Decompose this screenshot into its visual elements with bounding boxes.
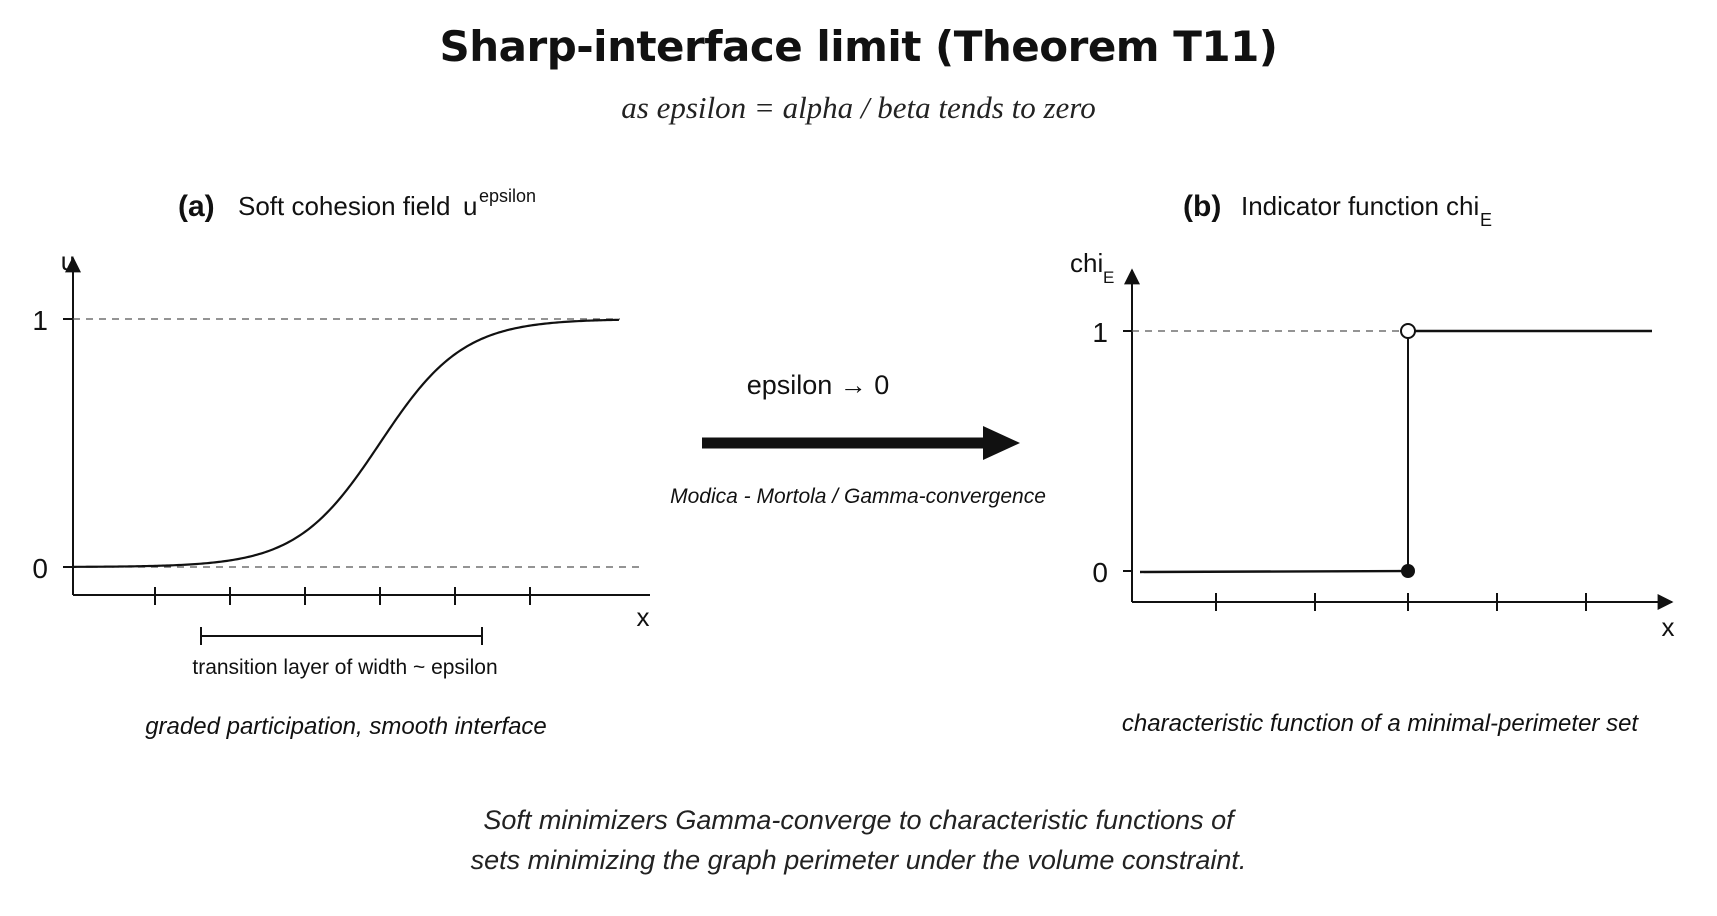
panel-a-tick-one-label: 1: [32, 305, 48, 336]
panel-b-tick-one-label: 1: [1092, 317, 1108, 348]
limit-arrow-label: epsilon → 0: [747, 370, 890, 400]
limit-arrow-head: [983, 426, 1020, 460]
panel-b-symbol-subscript: E: [1480, 210, 1492, 230]
page-title: Sharp-interface limit (Theorem T11): [439, 22, 1278, 71]
panel-a-tick-zero-label: 0: [32, 553, 48, 584]
panel-a-title: Soft cohesion field: [238, 191, 450, 221]
panel-a-letter: (a): [178, 190, 215, 223]
panel-b-y-axis-subscript: E: [1103, 268, 1114, 287]
panel-b-open-dot: [1400, 323, 1416, 339]
page-subtitle: as epsilon = alpha / beta tends to zero: [621, 90, 1096, 125]
panel-b: (b) Indicator function chi E chi E x 1 0…: [1070, 190, 1675, 737]
panel-a: (a) Soft cohesion field u epsilon u x 1 …: [32, 186, 650, 740]
panel-b-tick-zero-label: 0: [1092, 557, 1108, 588]
panel-a-x-axis-label: x: [637, 602, 650, 632]
panel-b-closed-dot: [1401, 564, 1415, 578]
panel-b-step-lower: [1139, 569, 1409, 574]
footer-line-2: sets minimizing the graph perimeter unde…: [470, 845, 1247, 875]
panel-a-sigmoid-curve: [73, 318, 620, 568]
limit-arrow-group: epsilon → 0 Modica - Mortola / Gamma-con…: [670, 370, 1046, 508]
panel-a-symbol: u: [463, 191, 477, 221]
footer-note: Soft minimizers Gamma-converge to charac…: [0, 800, 1717, 880]
panel-b-title: Indicator function: [1241, 191, 1439, 221]
footer-line-1: Soft minimizers Gamma-converge to charac…: [483, 805, 1234, 835]
limit-arrow-caption: Modica - Mortola / Gamma-convergence: [670, 485, 1046, 508]
panel-a-symbol-superscript: epsilon: [479, 186, 536, 206]
panel-b-letter: (b): [1183, 190, 1221, 223]
panel-a-caption: graded participation, smooth interface: [145, 713, 547, 740]
panel-b-y-axis-label: chi: [1070, 248, 1103, 278]
panel-a-y-axis-label: u: [61, 246, 75, 276]
panel-b-x-axis-label: x: [1662, 612, 1675, 642]
panel-a-bracket-label: transition layer of width ~ epsilon: [192, 656, 497, 679]
panel-b-caption: characteristic function of a minimal-per…: [1122, 710, 1640, 737]
panel-b-symbol: chi: [1446, 191, 1479, 221]
